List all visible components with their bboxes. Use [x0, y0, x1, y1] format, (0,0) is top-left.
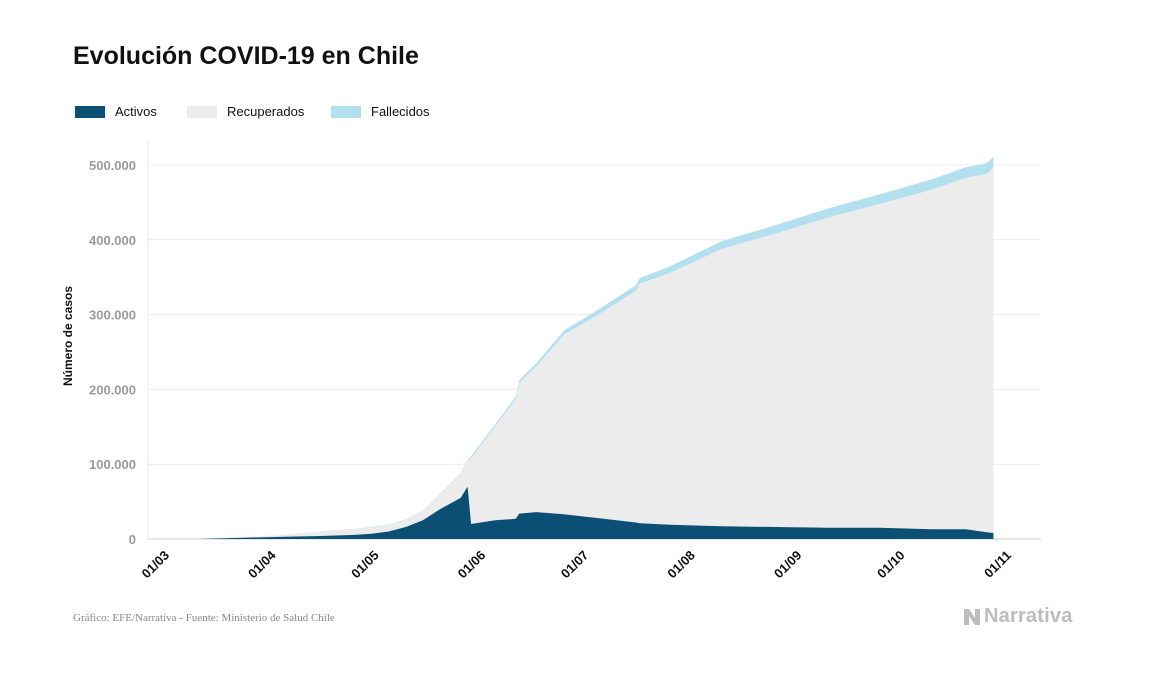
footer-source: Gráfico: EFE/Narrativa - Fuente: Ministe… — [73, 612, 335, 624]
y-tick-label: 100.000 — [89, 457, 136, 472]
area-activos — [148, 486, 994, 539]
x-tick-label: 01/03 — [139, 548, 173, 582]
stacked-areas — [148, 157, 994, 539]
area-fallecidos — [148, 157, 994, 539]
y-tick-label: 400.000 — [89, 233, 136, 248]
y-tick-label: 0 — [129, 532, 136, 547]
legend-label-fallecidos: Fallecidos — [371, 104, 430, 119]
x-tick-label: 01/05 — [348, 548, 382, 582]
y-axis-ticks: 0 100.000 200.000 300.000 400.000 500.000 — [89, 158, 136, 547]
x-axis-ticks: 01/03 01/04 01/05 01/06 01/07 01/08 01/09 01/10… — [139, 547, 1015, 581]
legend-swatch-fallecidos — [331, 106, 361, 118]
narrativa-icon — [964, 609, 980, 625]
x-tick-label: 01/04 — [245, 547, 279, 581]
x-tick-label: 01/09 — [771, 548, 805, 582]
y-axis-label: Número de casos — [61, 286, 75, 386]
legend-swatch-recuperados — [187, 106, 217, 118]
legend-label-activos: Activos — [115, 104, 157, 119]
x-tick-label: 01/10 — [874, 548, 908, 582]
chart-title: Evolución COVID-19 en Chile — [73, 42, 419, 70]
area-recuperados — [148, 168, 994, 539]
y-tick-label: 200.000 — [89, 382, 136, 397]
x-tick-label: 01/07 — [558, 548, 592, 582]
legend-label-recuperados: Recuperados — [227, 104, 305, 119]
x-tick-label: 01/08 — [664, 548, 698, 582]
y-tick-label: 500.000 — [89, 158, 136, 173]
legend-swatch-activos — [75, 106, 105, 118]
x-tick-label: 01/11 — [981, 548, 1014, 581]
y-tick-label: 300.000 — [89, 308, 136, 323]
brand-name: Narrativa — [984, 605, 1073, 627]
x-tick-label: 01/06 — [455, 548, 489, 582]
